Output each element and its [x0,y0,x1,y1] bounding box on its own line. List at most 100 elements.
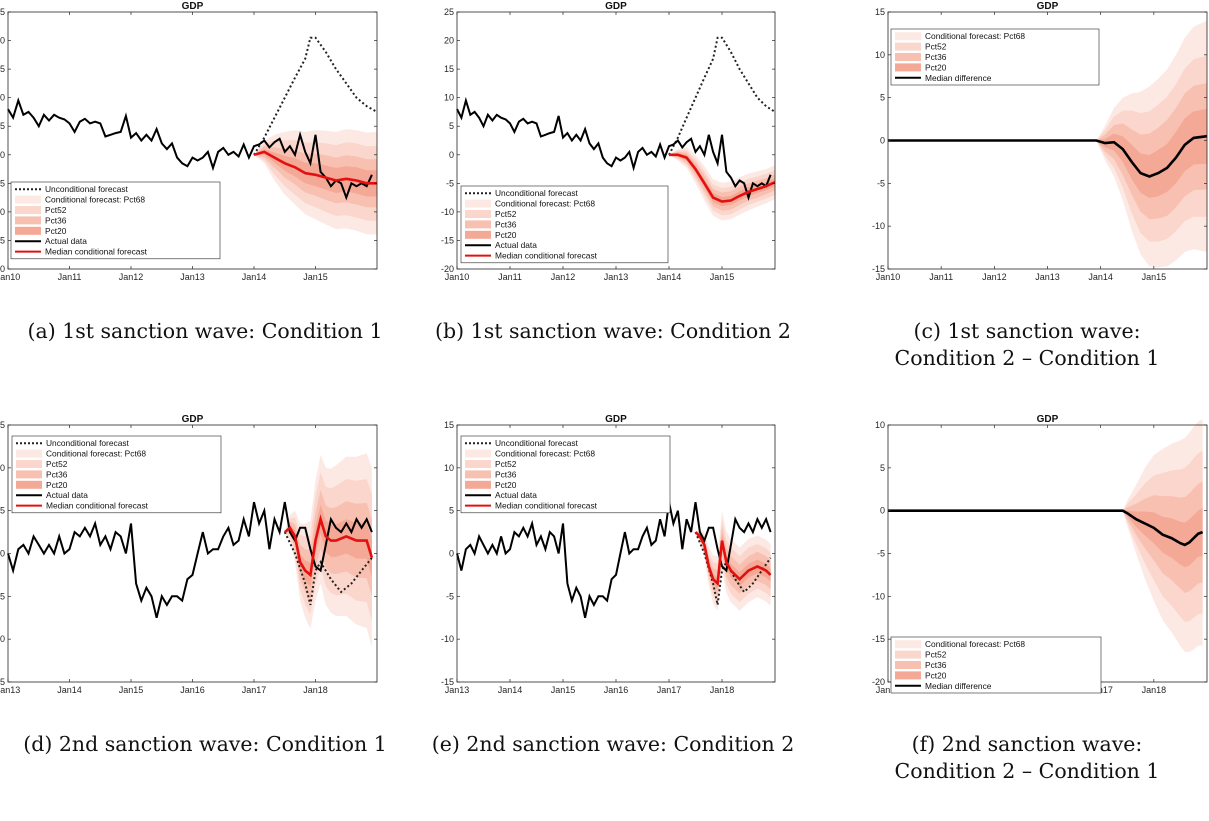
legend-swatch-pct20 [16,480,42,489]
legend-label: Pct36 [925,660,947,670]
median-forecast-line [253,150,377,185]
y-tick-label: 0 [0,549,5,559]
y-tick-label: 10 [875,50,885,60]
legend: Conditional forecast: Pct68Pct52Pct36Pct… [890,636,1102,694]
caption-c-line2: Condition 2 – Condition 1 [894,346,1160,370]
band-pct36 [888,83,1207,220]
y-tick-label: 0 [880,136,885,146]
legend-label: Actual data [46,490,88,500]
y-tick-label: -15 [872,634,885,644]
band-pct52 [888,55,1207,242]
legend-box [460,185,669,264]
x-tick-label: Jan15 [710,272,735,282]
chart-title: GDP [605,414,627,425]
y-tick-label: 5 [880,93,885,103]
caption-a-line1: (a) 1st sanction wave: Condition 1 [27,319,383,343]
band-pct20 [695,532,771,590]
caption-d-line1: (d) 2nd sanction wave: Condition 1 [23,732,387,756]
caption-a: (a) 1st sanction wave: Condition 1 [0,318,410,345]
legend-label: Pct36 [925,52,947,62]
legend-swatch-pct20 [895,63,921,72]
y-tick-label: -5 [0,591,5,601]
legend-swatch-pct20 [895,671,921,680]
legend-label: Median conditional forecast [45,247,148,257]
legend-label: Pct20 [46,480,68,490]
legend-label: Unconditional forecast [45,184,129,194]
x-tick-label: Jan12 [551,272,576,282]
chart-title: GDP [605,1,627,12]
y-tick-label: 0 [449,150,454,160]
y-tick-label: -15 [0,677,5,687]
y-tick-label: 5 [449,506,454,516]
legend-label: Conditional forecast: Pct68 [495,199,595,209]
y-tick-label: 5 [880,463,885,473]
y-tick-label: 5 [0,506,5,516]
x-tick-label: Jan12 [119,272,144,282]
legend-swatch-pct52 [16,460,42,468]
y-tick-label: -10 [872,591,885,601]
legend: Conditional forecast: Pct68Pct52Pct36Pct… [890,28,1100,86]
median-forecast-line [694,531,772,587]
chart-panel-3: -15 -10 -5 0 5 10 15 Jan10 Jan11 Jan12 Jan13 Jan14 J… [872,1,1208,282]
y-tick-label: 10 [0,93,5,103]
y-tick-label: 5 [449,121,454,131]
y-tick-label: 25 [444,7,454,17]
x-tick-label: Jan18 [303,685,328,695]
y-tick-label: -5 [446,178,454,188]
legend-swatch-pct68 [465,449,491,458]
band-pct68 [888,20,1207,268]
x-tick-label: Jan12 [982,272,1007,282]
legend-label: Median conditional forecast [495,251,598,261]
legend-label: Median conditional forecast [495,501,598,511]
y-tick-label: -10 [441,634,454,644]
legend-label: Pct36 [46,469,68,479]
x-tick-label: Jan15 [551,685,576,695]
legend-label: Median difference [925,681,992,691]
x-tick-label: Jan10 [876,272,901,282]
legend-label: Actual data [495,240,537,250]
y-tick-label: -10 [872,221,885,231]
legend-label: Pct20 [495,230,517,240]
actual-data-line [456,501,772,619]
y-tick-label: 20 [444,36,454,46]
actual-data-line [456,96,772,202]
y-tick-label: -10 [0,634,5,644]
legend-label: Pct52 [495,459,517,469]
y-tick-label: -20 [872,677,885,687]
legend-label: Pct52 [45,205,67,215]
legend-label: Actual data [495,490,537,500]
legend-swatch-pct68 [465,199,491,208]
caption-e: (e) 2nd sanction wave: Condition 2 [414,731,812,758]
x-tick-label: Jan17 [242,685,267,695]
legend-swatch-pct68 [15,195,41,204]
caption-e-line1: (e) 2nd sanction wave: Condition 2 [431,732,795,756]
unconditional-forecast-line [283,531,373,606]
caption-f-line2: Condition 2 – Condition 1 [894,759,1160,783]
legend-swatch-pct20 [465,230,491,239]
x-tick-label: Jan13 [876,685,901,695]
y-tick-label: 10 [0,463,5,473]
legend-label: Pct20 [925,670,947,680]
x-tick-label: Jan14 [57,685,82,695]
chart-title: GDP [182,1,204,12]
y-tick-label: -5 [877,549,885,559]
y-tick-label: 0 [880,506,885,516]
legend-swatch-pct36 [465,220,491,229]
legend-label: Unconditional forecast [46,438,130,448]
legend-swatch-pct36 [465,470,491,479]
y-tick-label: -20 [0,264,5,274]
caption-b-line1: (b) 1st sanction wave: Condition 2 [435,319,791,343]
y-tick-label: 10 [444,93,454,103]
chart-title: GDP [182,414,204,425]
x-tick-label: Jan14 [1088,272,1113,282]
legend-label: Actual data [45,236,87,246]
x-tick-label: Jan11 [498,272,522,282]
y-tick-label: 20 [0,36,5,46]
x-tick-label: Jan13 [445,685,470,695]
y-tick-label: 0 [449,549,454,559]
legend-label: Pct20 [45,226,67,236]
